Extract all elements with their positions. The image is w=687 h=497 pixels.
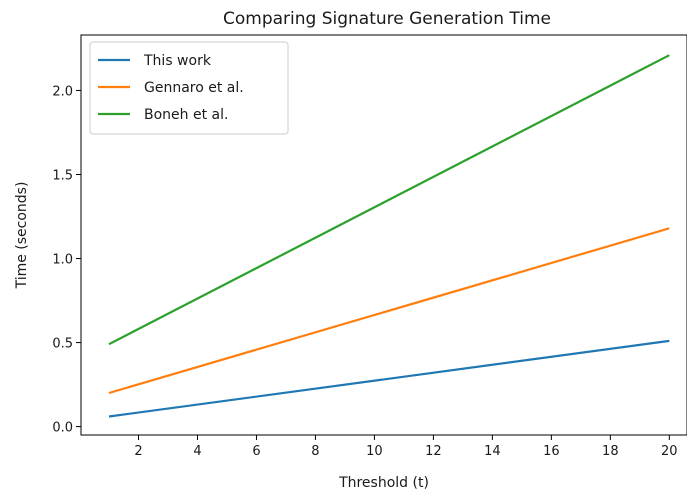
legend-label: Gennaro et al. (144, 80, 244, 96)
y-axis-label: Time (seconds) (14, 182, 30, 290)
legend: This work Gennaro et al. Boneh et al. (89, 41, 289, 135)
x-tick-label: 4 (193, 444, 201, 459)
y-tick-label: 0.0 (52, 421, 73, 436)
y-tick-label: 1.5 (52, 168, 73, 183)
chart-title: Comparing Signature Generation Time (223, 9, 551, 29)
x-tick-label: 6 (252, 444, 260, 459)
series-line-2 (108, 227, 670, 395)
legend-items: This work Gennaro et al. Boneh et al. (98, 53, 244, 123)
x-axis-label: Threshold (t) (338, 475, 429, 491)
legend-box (89, 41, 289, 135)
y-tick-label: 2.0 (52, 84, 73, 99)
legend-label: This work (143, 53, 212, 69)
x-tick-label: 20 (661, 444, 678, 459)
x-axis: 2 4 6 8 10 12 14 16 18 20 (134, 435, 678, 459)
x-tick-label: 16 (543, 444, 560, 459)
y-axis: 0.0 0.5 1.0 1.5 2.0 (52, 84, 81, 436)
x-tick-label: 8 (311, 444, 319, 459)
y-tick-label: 0.5 (52, 337, 73, 352)
x-tick-label: 18 (602, 444, 619, 459)
legend-label: Boneh et al. (144, 107, 228, 123)
x-tick-label: 10 (366, 444, 383, 459)
series-line-1 (108, 339, 670, 418)
series-line-3 (108, 54, 670, 346)
x-tick-label: 14 (484, 444, 501, 459)
x-tick-label: 2 (134, 444, 142, 459)
x-tick-label: 12 (425, 444, 442, 459)
y-tick-label: 1.0 (52, 253, 73, 268)
series-layer (108, 54, 670, 418)
